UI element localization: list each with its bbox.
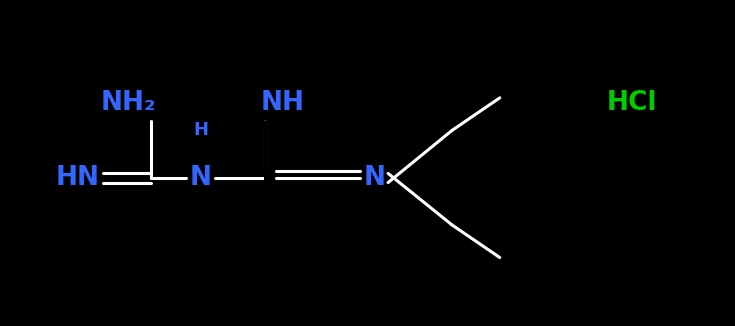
Text: NH: NH xyxy=(261,90,305,116)
Text: N: N xyxy=(190,165,212,191)
Text: H: H xyxy=(193,121,208,140)
Text: HCl: HCl xyxy=(607,90,657,116)
Text: NH₂: NH₂ xyxy=(101,90,157,116)
Text: N: N xyxy=(364,165,386,191)
Text: HN: HN xyxy=(55,165,99,191)
